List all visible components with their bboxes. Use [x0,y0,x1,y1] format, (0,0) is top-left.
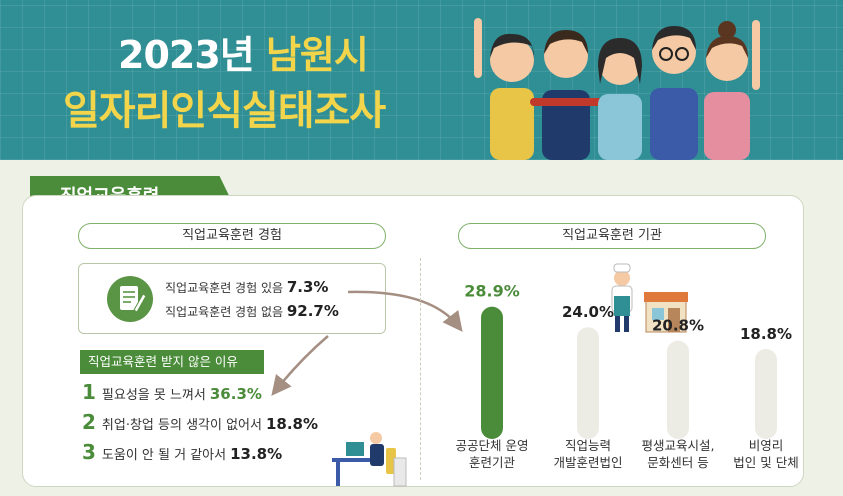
category-label-1: 공공단체 운영 [456,438,529,453]
experience-no-value: 92.7% [286,302,339,320]
arrow-to-reasons [271,335,329,396]
category-label-3: 문화센터 등 [647,455,708,470]
reason-value: 36.3% [209,385,262,403]
experience-yes-label: 직업교육훈련 경험 있음 [165,281,284,295]
reason-item-1: 1 필요성을 못 느껴서 36.3% [82,380,262,404]
category-label-2: 개발훈련법인 [553,455,622,470]
office-worker-illustration [332,432,407,487]
category-label-4: 법인 및 단체 [733,455,798,470]
category-label-1: 훈련기관 [469,455,516,470]
institution-pill: 직업교육훈련 기관 [458,223,766,249]
bar-1 [481,306,503,439]
reason-label: 취업·창업 등의 생각이 없어서 [101,418,262,433]
bar-3 [667,340,689,439]
bar-2 [577,327,599,439]
category-label-2: 직업능력 [565,438,611,453]
reason-rank: 2 [82,410,96,434]
experience-box: 직업교육훈련 경험 있음 7.3% 직업교육훈련 경험 없음 92.7% [78,263,386,334]
title-year-line: 2023년 남원시 [118,24,369,79]
experience-yes-line: 직업교육훈련 경험 있음 7.3% [165,278,328,296]
bar-value-label-2: 24.0% [562,303,614,321]
experience-no-line: 직업교육훈련 경험 없음 92.7% [165,302,339,320]
reason-item-3: 3 도움이 안 될 거 같아서 13.8% [82,440,282,464]
reason-value: 13.8% [230,445,283,463]
header-banner: 2023년 남원시 일자리인식실태조사 [0,0,843,160]
title-year: 2023년 [118,33,255,77]
bar-value-label-3: 20.8% [652,317,704,335]
title-city: 남원시 [265,33,369,77]
reasons-title: 직업교육훈련 받지 않은 이유 [80,350,264,374]
experience-yes-value: 7.3% [286,278,329,296]
reason-label: 필요성을 못 느껴서 [101,388,206,403]
experience-pill: 직업교육훈련 경험 [78,223,386,249]
reason-rank: 1 [82,380,96,404]
bar-value-label-4: 18.8% [740,325,792,343]
arrow-to-institution [347,290,463,332]
experience-no-label: 직업교육훈련 경험 없음 [165,305,284,319]
category-label-4: 비영리 [749,438,784,453]
category-label-3: 평생교육시설, [642,438,715,453]
document-pen-icon [107,276,153,322]
reason-rank: 3 [82,440,96,464]
people-illustration [474,18,760,160]
reason-value: 18.8% [265,415,319,433]
chef-shop-illustration [611,263,688,333]
page-title: 일자리인식실태조사 [63,88,386,134]
bar-value-label-1: 28.9% [464,282,520,301]
section-divider [420,258,421,480]
reason-label: 도움이 안 될 거 같아서 [101,448,227,463]
bar-4 [755,349,777,439]
reason-item-2: 2 취업·창업 등의 생각이 없어서 18.8% [82,410,318,434]
